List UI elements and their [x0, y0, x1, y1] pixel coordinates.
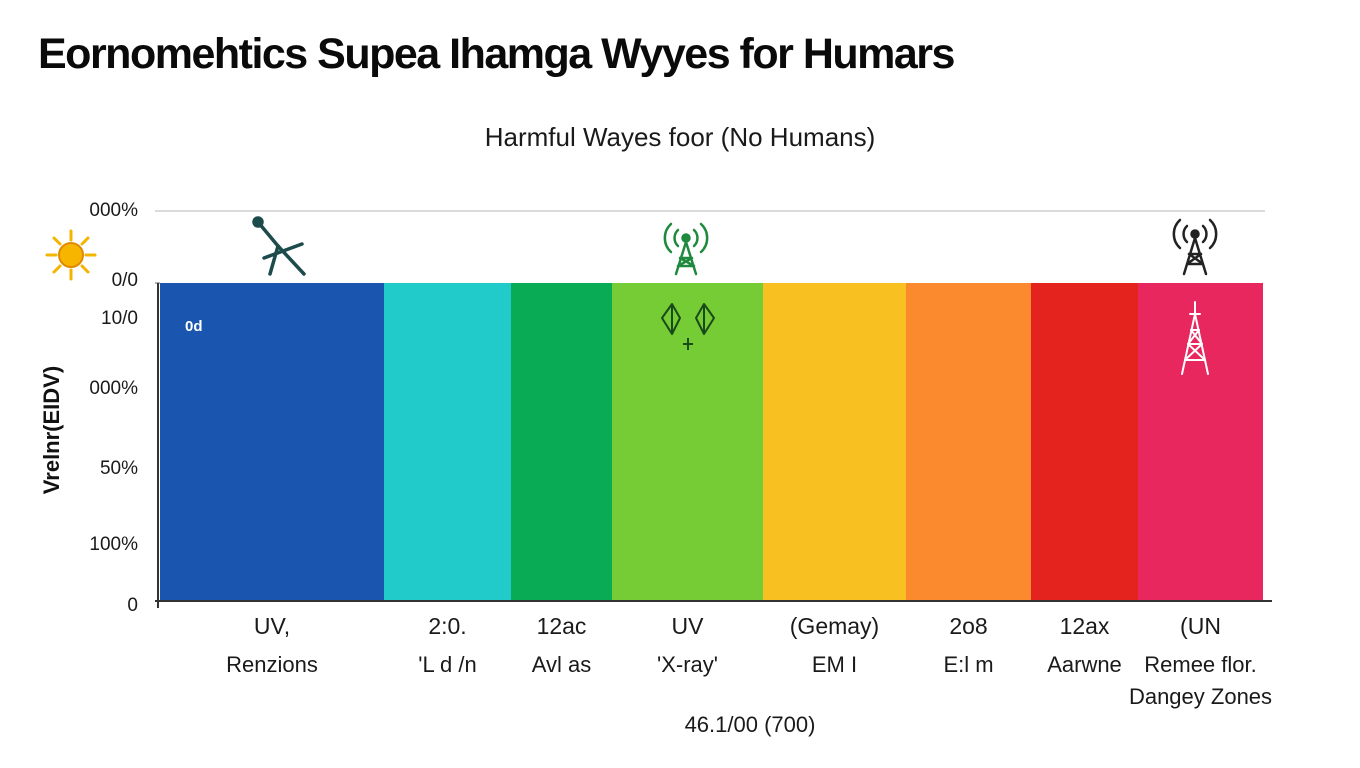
x-tick-label: EM I: [812, 652, 857, 677]
radio-tower-icon: [663, 222, 709, 276]
x-tick-label: UV,: [254, 613, 290, 639]
x-tick-label: UV: [672, 613, 705, 639]
x-tick-label: 'X-ray': [657, 652, 718, 677]
chart-footnote: 46.1/00 (700): [684, 712, 816, 737]
x-labels-group: UV, Renzions 2:0. 'L d /n 12ac Avl as UV 'X-ray…: [226, 613, 1272, 709]
chart-title: Eornomehtics Supea Ihamga Wyyes for Huma…: [38, 30, 955, 78]
y-ticks-group: 0 100% 50% 000% 10/0 0/0 000%: [89, 200, 138, 616]
x-tick-label: 2o8: [949, 613, 987, 639]
bar-8: [1138, 283, 1263, 601]
y-tick-label: 100%: [89, 534, 138, 555]
pylon-icon: [1181, 301, 1209, 375]
bar-2: [384, 283, 511, 601]
bar-3: [511, 283, 612, 601]
x-tick-label: Dangey Zones: [1129, 684, 1272, 709]
sun-icon: [45, 229, 97, 281]
bar-5: [763, 283, 906, 601]
bar-1: [160, 283, 384, 601]
x-tick-label: (Gemay): [790, 613, 879, 639]
y-tick-label: 000%: [89, 378, 138, 399]
chart-subtitle: Harmful Wayes foor (No Humans): [484, 122, 876, 152]
y-tick-label: 000%: [89, 200, 138, 221]
x-tick-label: 'L d /n: [418, 652, 476, 677]
x-tick-label: 2:0.: [428, 613, 466, 639]
x-tick-label: 12ax: [1060, 613, 1110, 639]
x-tick-label: 12ac: [537, 613, 587, 639]
crystal-icon: [661, 303, 715, 350]
radio-tower-icon: [1172, 218, 1218, 276]
y-tick-label: 10/0: [101, 308, 138, 329]
x-tick-label: Remee flor.: [1144, 652, 1257, 677]
bar-4: [612, 283, 763, 601]
bar-7: [1031, 283, 1138, 601]
bars-group: [160, 283, 1263, 601]
bar-6: [906, 283, 1031, 601]
satellite-dish-icon: [252, 216, 306, 276]
x-tick-label: (UN: [1180, 613, 1221, 639]
x-tick-label: Avl as: [532, 652, 592, 677]
y-tick-label: 50%: [100, 458, 138, 479]
bar-note: 0d: [185, 318, 203, 335]
x-tick-label: Renzions: [226, 652, 318, 677]
y-tick-label: 0/0: [112, 270, 138, 291]
x-tick-label: Aarwne: [1047, 652, 1122, 677]
x-tick-label: E:l m: [943, 652, 993, 677]
y-tick-label: 0: [127, 595, 138, 616]
